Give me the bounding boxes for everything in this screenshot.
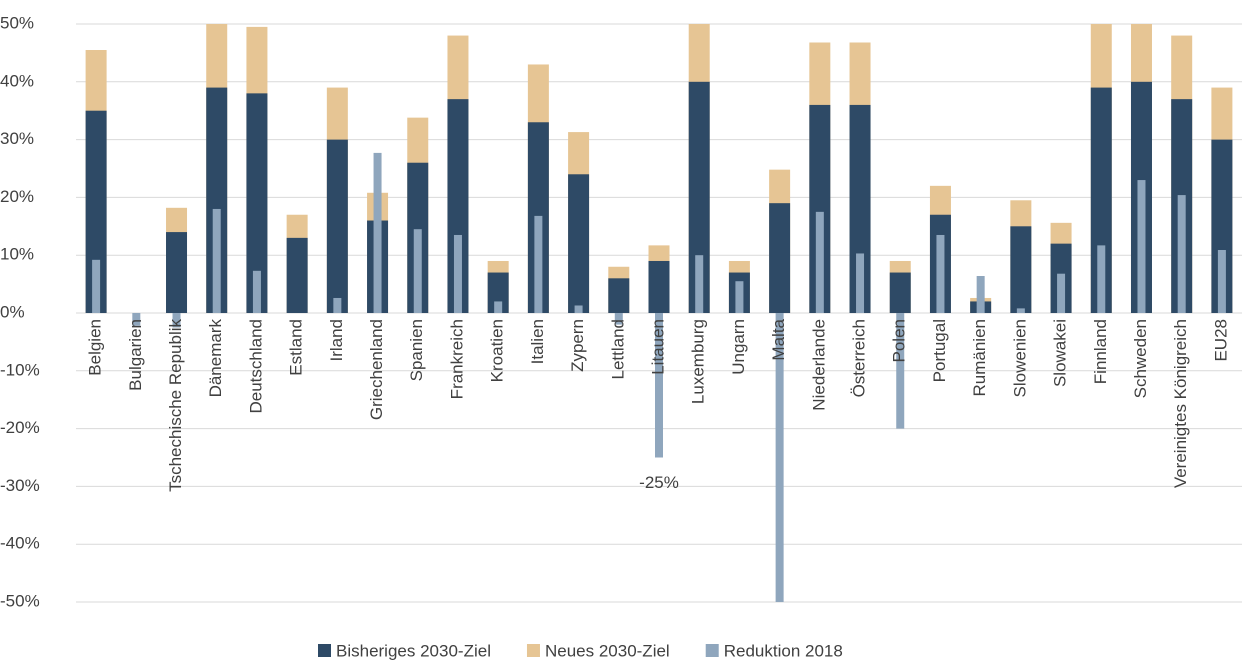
legend-label: Bisheriges 2030-Ziel [336,641,491,660]
x-tick-label: Deutschland [246,319,265,414]
bar [655,313,663,458]
x-tick-label: Bulgarien [126,319,145,391]
bar [92,259,101,313]
bar [1090,87,1112,313]
x-tick-label: Dänemark [206,319,225,398]
bar [769,203,791,313]
bar [688,81,710,313]
x-tick-label: Luxemburg [689,319,708,404]
bar [212,208,221,313]
bar [132,313,141,326]
legend-swatch [526,644,540,657]
bar [775,313,784,602]
bar [889,272,911,313]
y-tick-label: 20% [0,187,34,206]
bar [494,301,503,313]
x-tick-label: Griechenland [367,319,386,420]
bar [809,104,831,313]
bar [735,281,744,313]
x-tick-label: Italien [528,319,547,364]
bar [413,229,422,313]
x-tick-label: Österreich [850,319,869,397]
bar [1217,249,1226,313]
bar [166,232,188,313]
x-tick-label: Kroatien [488,319,507,382]
legend-label: Reduktion 2018 [724,641,843,660]
x-tick-label: Zypern [568,319,587,372]
bar [568,174,590,313]
bar [252,270,261,313]
y-tick-label: 30% [0,129,34,148]
bar [1137,180,1146,313]
y-tick-label: -30% [0,476,40,495]
y-tick-label: -40% [0,534,40,553]
bar [333,297,342,313]
bar [286,237,308,313]
y-tick-label: 50% [0,13,34,32]
bar [246,93,268,313]
bar [453,234,462,313]
bar [608,278,630,313]
bar [936,234,945,313]
bar [1177,195,1186,313]
bar [1057,273,1066,313]
bar [447,99,469,313]
x-tick-label: Irland [327,319,346,362]
bar [1016,308,1025,313]
bar [695,255,704,313]
y-tick-label: 0% [0,302,25,321]
bar [896,313,905,429]
y-tick-label: 40% [0,71,34,90]
x-tick-label: Belgien [86,319,105,376]
y-tick-label: -50% [0,591,40,610]
x-tick-label: Malta [769,318,788,360]
bar [206,87,228,313]
x-tick-label: Vereinigtes Königreich [1171,319,1190,488]
legend-swatch [705,644,719,657]
bar [326,139,348,313]
x-tick-label: Frankreich [447,319,466,399]
y-tick-label: 10% [0,245,34,264]
x-tick-label: Rumänien [970,319,989,397]
bar [849,104,871,313]
x-tick-label: Ungarn [729,319,748,375]
bar [648,260,670,313]
x-tick-label: Finnland [1091,319,1110,384]
legend-label: Neues 2030-Ziel [545,641,670,660]
bar [815,211,824,313]
y-tick-label: -20% [0,418,40,437]
x-tick-label: Litauen [648,319,667,375]
x-tick-label: Estland [287,319,306,376]
x-tick-label: Slowakei [1051,319,1070,387]
x-tick-label: EU28 [1211,319,1230,362]
x-tick-label: Slowenien [1010,319,1029,397]
bar [614,313,623,325]
bar [856,253,865,313]
x-tick-label: Lettland [608,319,627,380]
bar [1010,226,1032,313]
bar [1097,245,1106,313]
bar [1211,139,1233,313]
x-tick-label: Schweden [1131,319,1150,398]
bar [373,152,382,313]
x-tick-label: Spanien [407,319,426,381]
data-label: -25% [639,473,679,492]
legend-swatch [318,644,331,657]
bar [172,313,181,328]
bar [976,276,985,313]
bar [85,110,107,313]
bar [574,305,583,313]
x-tick-label: Portugal [930,319,949,382]
y-tick-label: -10% [0,360,40,379]
bar [534,215,543,313]
bar [487,272,509,313]
x-tick-label: Niederlande [809,319,828,411]
x-tick-label: Polen [890,319,909,362]
x-tick-label: Tschechische Republik [166,319,185,492]
